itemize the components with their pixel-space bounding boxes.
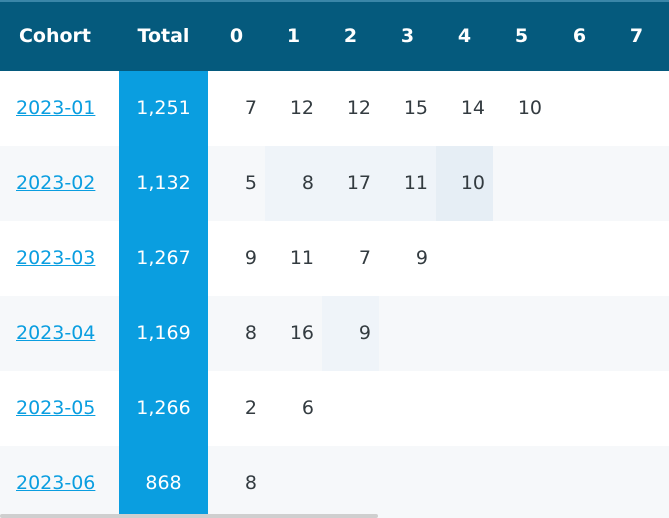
cohort-link[interactable]: 2023-04 bbox=[16, 322, 96, 344]
retention-cell: 9 bbox=[244, 247, 257, 269]
table-row: 2023-02 1,132 5 8 17 11 10 bbox=[0, 146, 669, 221]
retention-cell: 10 bbox=[436, 146, 493, 221]
retention-cell: 7 bbox=[244, 97, 257, 119]
retention-cell: 12 bbox=[346, 97, 371, 119]
total-cell: 1,251 bbox=[119, 71, 208, 146]
retention-cell: 11 bbox=[289, 247, 314, 269]
total-cell: 1,169 bbox=[119, 296, 208, 371]
retention-cell: 9 bbox=[322, 296, 379, 371]
table-row: 2023-05 1,266 2 6 bbox=[0, 371, 669, 446]
retention-cell: 2 bbox=[244, 397, 257, 419]
table-row: 2023-03 1,267 9 11 7 9 bbox=[0, 221, 669, 296]
retention-cell: 8 bbox=[244, 472, 257, 494]
retention-cell: 6 bbox=[301, 397, 314, 419]
header-period-7[interactable]: 7 bbox=[629, 25, 644, 47]
retention-cell: 16 bbox=[289, 322, 314, 344]
retention-cell: 14 bbox=[460, 97, 485, 119]
cohort-link[interactable]: 2023-06 bbox=[16, 472, 96, 494]
table-row: 2023-01 1,251 7 12 12 15 14 10 bbox=[0, 71, 669, 146]
total-cell: 868 bbox=[119, 446, 208, 518]
header-period-0[interactable]: 0 bbox=[229, 25, 244, 47]
retention-cell: 7 bbox=[358, 247, 371, 269]
header-period-1[interactable]: 1 bbox=[286, 25, 301, 47]
retention-cell: 10 bbox=[517, 97, 542, 119]
cohort-link[interactable]: 2023-01 bbox=[16, 97, 96, 119]
table-row: 2023-04 1,169 8 16 9 bbox=[0, 296, 669, 371]
retention-cell: 15 bbox=[403, 97, 428, 119]
header-period-5[interactable]: 5 bbox=[514, 25, 529, 47]
retention-cell: 12 bbox=[289, 97, 314, 119]
cohort-link[interactable]: 2023-03 bbox=[16, 247, 96, 269]
header-period-6[interactable]: 6 bbox=[572, 25, 587, 47]
table-row: 2023-06 868 8 bbox=[0, 446, 669, 518]
total-cell: 1,267 bbox=[119, 221, 208, 296]
table-header: Cohort Total 0 1 2 3 4 5 6 7 bbox=[0, 0, 669, 71]
retention-cell: 8 bbox=[244, 322, 257, 344]
retention-cell: 17 bbox=[322, 146, 379, 221]
retention-cell: 11 bbox=[379, 146, 436, 221]
cohort-link[interactable]: 2023-05 bbox=[16, 397, 96, 419]
retention-cell: 8 bbox=[265, 146, 322, 221]
header-period-4[interactable]: 4 bbox=[457, 25, 472, 47]
retention-cell: 5 bbox=[244, 172, 257, 194]
horizontal-scrollbar[interactable] bbox=[0, 514, 378, 518]
total-cell: 1,266 bbox=[119, 371, 208, 446]
header-cohort[interactable]: Cohort bbox=[18, 25, 92, 47]
header-total[interactable]: Total bbox=[137, 25, 190, 47]
cohort-link[interactable]: 2023-02 bbox=[16, 172, 96, 194]
header-period-3[interactable]: 3 bbox=[400, 25, 415, 47]
total-cell: 1,132 bbox=[119, 146, 208, 221]
retention-cell: 9 bbox=[415, 247, 428, 269]
header-period-2[interactable]: 2 bbox=[343, 25, 358, 47]
